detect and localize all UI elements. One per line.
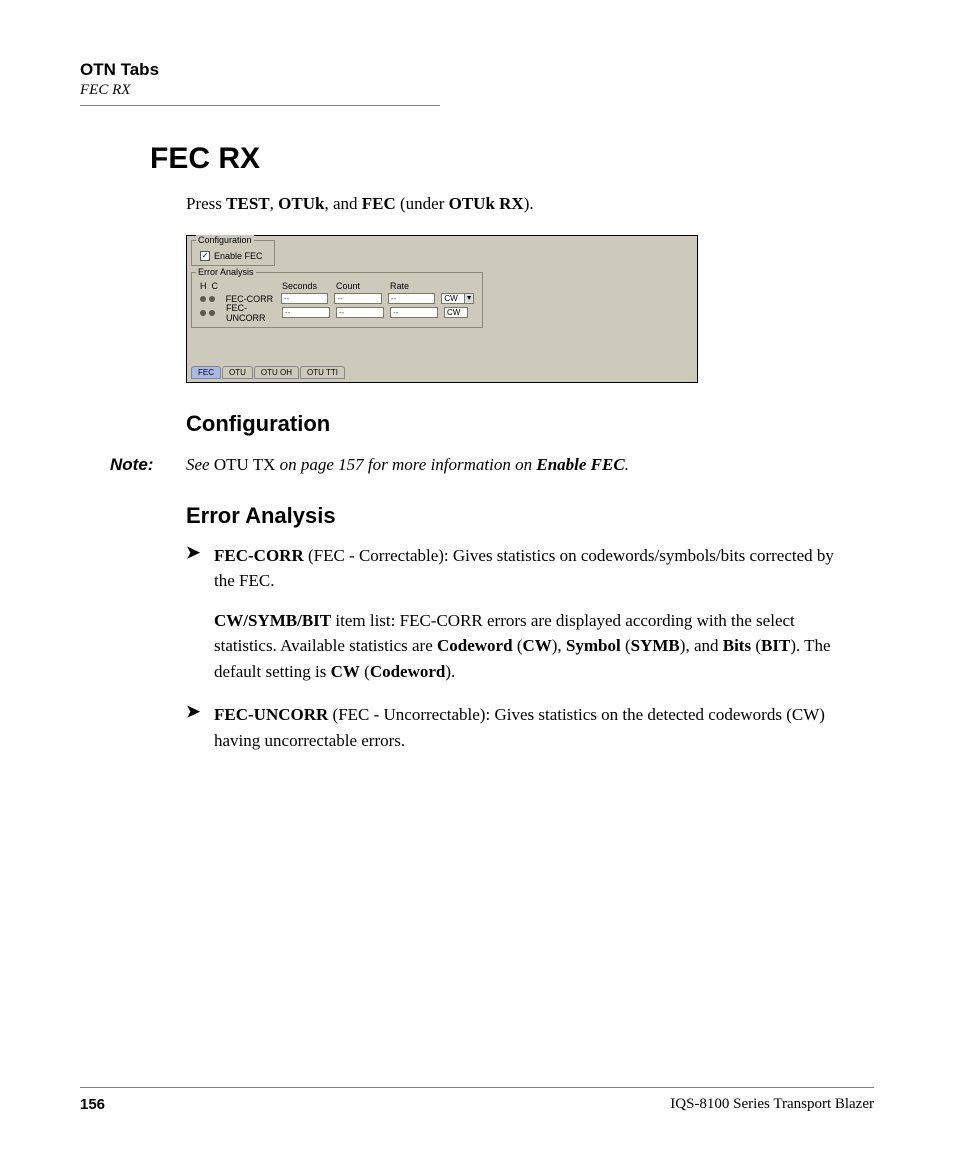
- name-header: [226, 281, 282, 291]
- bullet-list: ➤ FEC-CORR (FEC - Correctable): Gives st…: [186, 543, 874, 754]
- p2-b1: CW/SYMB/BIT: [214, 611, 331, 630]
- row-name: FEC-UNCORR: [226, 303, 282, 323]
- p2-t8: (: [360, 662, 370, 681]
- count-header: Count: [336, 281, 390, 291]
- enable-fec-label: Enable FEC: [214, 251, 263, 261]
- p2-b4: Symbol: [566, 636, 621, 655]
- error-analysis-heading: Error Analysis: [186, 503, 874, 529]
- intro-sep: ,: [270, 194, 279, 213]
- page-header: OTN Tabs FEC RX: [80, 60, 874, 106]
- tab-otu-oh[interactable]: OTU OH: [254, 366, 299, 379]
- p2-t4: (: [621, 636, 631, 655]
- p2-b6: Bits: [723, 636, 751, 655]
- fec-corr-desc: (FEC - Correctable): Gives statistics on…: [214, 546, 834, 591]
- hc-h: H: [200, 281, 207, 291]
- note-t1: See: [186, 455, 214, 474]
- bullet-marker-icon: ➤: [186, 543, 214, 685]
- note-row: Note: See OTU TX on page 157 for more in…: [110, 455, 874, 475]
- fec-rx-screenshot: Configuration ✓ Enable FEC Error Analysi…: [186, 235, 698, 383]
- footer-rule: [80, 1087, 874, 1088]
- count-value: --: [334, 293, 381, 304]
- intro-sep: (under: [396, 194, 449, 213]
- bullet-fec-corr: ➤ FEC-CORR (FEC - Correctable): Gives st…: [186, 543, 874, 685]
- hc-dots: [200, 294, 226, 304]
- unit-value: CW: [441, 293, 465, 304]
- p2-t9: ).: [445, 662, 455, 681]
- bullet-marker-icon: ➤: [186, 702, 214, 753]
- p2-t5: ), and: [680, 636, 723, 655]
- error-row: FEC-UNCORR------CW: [200, 307, 474, 319]
- enable-fec-checkbox[interactable]: ✓: [200, 251, 210, 261]
- p2-b2: Codeword: [437, 636, 513, 655]
- intro-bold-otuk: OTUk: [278, 194, 324, 213]
- seconds-value: --: [282, 307, 330, 318]
- p2-b5: SYMB: [631, 636, 680, 655]
- footer-row: 156 IQS-8100 Series Transport Blazer: [80, 1096, 874, 1113]
- p2-t6: (: [751, 636, 761, 655]
- note-ref: OTU TX: [214, 455, 276, 474]
- seconds-header: Seconds: [282, 281, 336, 291]
- intro-post: ).: [524, 194, 534, 213]
- h-dot-icon: [200, 296, 206, 302]
- note-label: Note:: [110, 455, 186, 475]
- intro-sep: , and: [324, 194, 361, 213]
- note-body: See OTU TX on page 157 for more informat…: [186, 455, 629, 475]
- p2-b7: BIT: [761, 636, 790, 655]
- page-number: 156: [80, 1096, 105, 1113]
- note-t2: on page 157 for more information on: [275, 455, 536, 474]
- page-title: FEC RX: [150, 142, 874, 176]
- tab-otu-tti[interactable]: OTU TTI: [300, 366, 345, 379]
- configuration-heading: Configuration: [186, 411, 874, 437]
- fec-corr-p2: CW/SYMB/BIT item list: FEC-CORR errors a…: [214, 608, 854, 685]
- count-value: --: [336, 307, 384, 318]
- config-fieldset: Configuration ✓ Enable FEC: [191, 240, 275, 266]
- rate-header: Rate: [390, 281, 444, 291]
- bullet-body: FEC-UNCORR (FEC - Uncorrectable): Gives …: [214, 702, 854, 753]
- intro-bold-fec: FEC: [362, 194, 396, 213]
- product-name: IQS-8100 Series Transport Blazer: [670, 1096, 874, 1113]
- hc-dots: [200, 308, 226, 318]
- unit-value: CW: [444, 307, 468, 318]
- p2-t2: (: [513, 636, 523, 655]
- h-dot-icon: [200, 310, 206, 316]
- section-subtitle: FEC RX: [80, 82, 874, 99]
- hc-c: C: [212, 281, 219, 291]
- tab-fec[interactable]: FEC: [191, 366, 221, 379]
- error-analysis-legend: Error Analysis: [196, 267, 256, 277]
- page-footer: 156 IQS-8100 Series Transport Blazer: [80, 1087, 874, 1113]
- error-header-row: H C Seconds Count Rate: [200, 281, 474, 291]
- enable-fec-row: ✓ Enable FEC: [200, 251, 266, 261]
- bottom-tabs: FECOTUOTU OHOTU TTI: [191, 366, 346, 379]
- p2-b8: CW: [331, 662, 360, 681]
- c-dot-icon: [209, 310, 215, 316]
- p2-b3: CW: [522, 636, 551, 655]
- intro-bold-otukrx: OTUk RX: [449, 194, 524, 213]
- unit-dropdown[interactable]: ▼: [464, 293, 474, 304]
- bullet-fec-uncorr: ➤ FEC-UNCORR (FEC - Uncorrectable): Give…: [186, 702, 874, 753]
- fec-corr-name: FEC-CORR: [214, 546, 304, 565]
- header-rule: [80, 105, 440, 106]
- c-dot-icon: [209, 296, 215, 302]
- fec-uncorr-p: FEC-UNCORR (FEC - Uncorrectable): Gives …: [214, 702, 854, 753]
- seconds-value: --: [281, 293, 328, 304]
- note-bold: Enable FEC: [536, 455, 624, 474]
- config-legend: Configuration: [196, 235, 254, 245]
- bullet-body: FEC-CORR (FEC - Correctable): Gives stat…: [214, 543, 854, 685]
- rate-value: --: [390, 307, 438, 318]
- intro-text: Press: [186, 194, 226, 213]
- intro-paragraph: Press TEST, OTUk, and FEC (under OTUk RX…: [186, 192, 874, 217]
- error-analysis-fieldset: Error Analysis H C Seconds Count Rate FE…: [191, 272, 483, 328]
- p2-b9: Codeword: [370, 662, 446, 681]
- fec-uncorr-name: FEC-UNCORR: [214, 705, 328, 724]
- rate-value: --: [388, 293, 435, 304]
- chapter-title: OTN Tabs: [80, 60, 874, 80]
- note-t3: .: [625, 455, 629, 474]
- fec-corr-p1: FEC-CORR (FEC - Correctable): Gives stat…: [214, 543, 854, 594]
- tab-otu[interactable]: OTU: [222, 366, 253, 379]
- hc-header: H C: [200, 281, 226, 291]
- p2-t3: ),: [552, 636, 566, 655]
- intro-bold-test: TEST: [226, 194, 269, 213]
- error-rows: FEC-CORR------CW▼FEC-UNCORR------CW: [200, 293, 474, 319]
